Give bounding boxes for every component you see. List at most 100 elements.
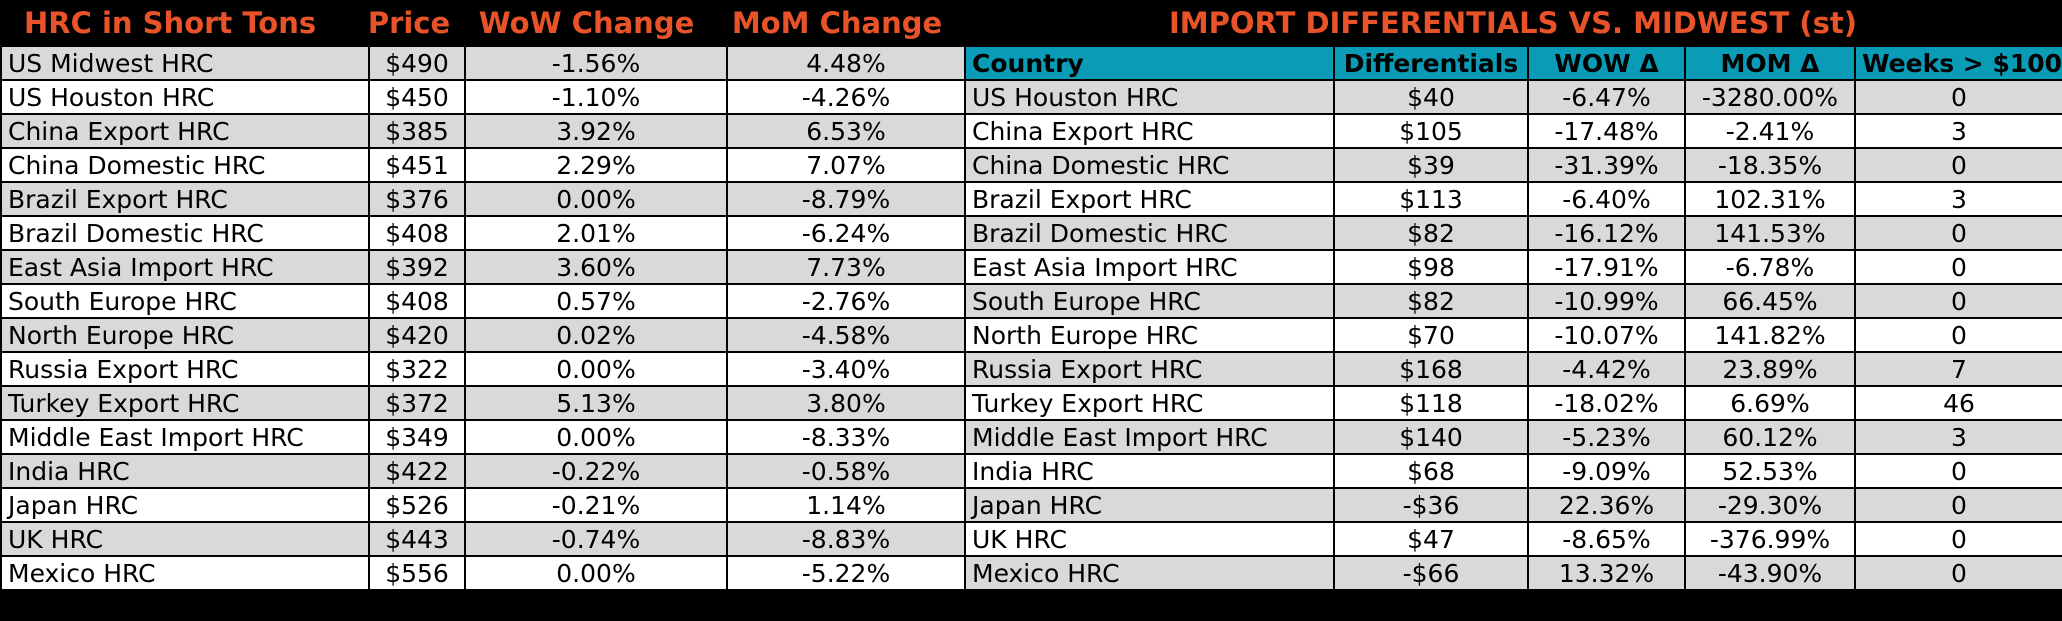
differential-cell: $39 [1333, 147, 1529, 183]
table-row: Turkey Export HRC $118 -18.02% 6.69% 46 [964, 385, 2062, 421]
header-differentials: Differentials [1333, 45, 1529, 81]
product-name-cell: Middle East Import HRC [0, 419, 370, 455]
price-cell: $422 [368, 453, 466, 489]
table-row: India HRC $68 -9.09% 52.53% 0 [964, 453, 2062, 489]
product-name-cell: North Europe HRC [0, 317, 370, 353]
mom-delta-cell: 141.82% [1684, 317, 1856, 353]
wow-delta-cell: -18.02% [1527, 385, 1686, 421]
differential-cell: $140 [1333, 419, 1529, 455]
country-cell: Middle East Import HRC [964, 419, 1335, 455]
header-hrc-short-tons: HRC in Short Tons [24, 5, 317, 40]
table-row: UK HRC $443 -0.74% -8.83% [0, 521, 966, 557]
mom-change-cell: -5.22% [726, 555, 966, 591]
product-name-cell: Turkey Export HRC [0, 385, 370, 421]
differential-cell: $47 [1333, 521, 1529, 557]
product-name-cell: China Export HRC [0, 113, 370, 149]
mom-change-cell: -8.79% [726, 181, 966, 217]
country-cell: East Asia Import HRC [964, 249, 1335, 285]
product-name-cell: US Houston HRC [0, 79, 370, 115]
wow-change-cell: -0.74% [464, 521, 728, 557]
header-mom-delta: MOM Δ [1684, 45, 1856, 81]
table-row: North Europe HRC $70 -10.07% 141.82% 0 [964, 317, 2062, 353]
header-country: Country [964, 45, 1335, 81]
table-row: Russia Export HRC $322 0.00% -3.40% [0, 351, 966, 387]
country-cell: North Europe HRC [964, 317, 1335, 353]
mom-change-cell: -4.58% [726, 317, 966, 353]
mom-change-cell: 1.14% [726, 487, 966, 523]
country-cell: China Export HRC [964, 113, 1335, 149]
mom-delta-cell: -43.90% [1684, 555, 1856, 591]
wow-delta-cell: -16.12% [1527, 215, 1686, 251]
wow-delta-cell: -5.23% [1527, 419, 1686, 455]
differential-cell: $113 [1333, 181, 1529, 217]
weeks-over-100-cell: 0 [1854, 487, 2062, 523]
price-cell: $376 [368, 181, 466, 217]
product-name-cell: South Europe HRC [0, 283, 370, 319]
weeks-over-100-cell: 0 [1854, 555, 2062, 591]
weeks-over-100-cell: 0 [1854, 521, 2062, 557]
table-row: South Europe HRC $408 0.57% -2.76% [0, 283, 966, 319]
price-cell: $443 [368, 521, 466, 557]
country-cell: Russia Export HRC [964, 351, 1335, 387]
table-row: Brazil Export HRC $113 -6.40% 102.31% 3 [964, 181, 2062, 217]
wow-delta-cell: -6.47% [1527, 79, 1686, 115]
product-name-cell: US Midwest HRC [0, 45, 370, 81]
product-name-cell: Russia Export HRC [0, 351, 370, 387]
table-row: Mexico HRC -$66 13.32% -43.90% 0 [964, 555, 2062, 591]
product-name-cell: Brazil Export HRC [0, 181, 370, 217]
wow-change-cell: 2.29% [464, 147, 728, 183]
wow-delta-cell: 22.36% [1527, 487, 1686, 523]
table-row: China Domestic HRC $451 2.29% 7.07% [0, 147, 966, 183]
wow-delta-cell: -9.09% [1527, 453, 1686, 489]
header-wow-change: WoW Change [478, 5, 695, 40]
weeks-over-100-cell: 0 [1854, 317, 2062, 353]
weeks-over-100-cell: 0 [1854, 215, 2062, 251]
price-cell: $385 [368, 113, 466, 149]
weeks-over-100-cell: 46 [1854, 385, 2062, 421]
mom-delta-cell: 141.53% [1684, 215, 1856, 251]
country-cell: India HRC [964, 453, 1335, 489]
mom-delta-cell: -3280.00% [1684, 79, 1856, 115]
table-row: Turkey Export HRC $372 5.13% 3.80% [0, 385, 966, 421]
wow-change-cell: 3.60% [464, 249, 728, 285]
product-name-cell: Mexico HRC [0, 555, 370, 591]
mom-delta-cell: -376.99% [1684, 521, 1856, 557]
table-row: Brazil Domestic HRC $408 2.01% -6.24% [0, 215, 966, 251]
weeks-over-100-cell: 0 [1854, 147, 2062, 183]
differential-cell: -$66 [1333, 555, 1529, 591]
product-name-cell: East Asia Import HRC [0, 249, 370, 285]
header-mom-change: MoM Change [731, 5, 943, 40]
differential-cell: -$36 [1333, 487, 1529, 523]
mom-change-cell: -8.33% [726, 419, 966, 455]
wow-change-cell: -0.22% [464, 453, 728, 489]
table-row: Middle East Import HRC $349 0.00% -8.33% [0, 419, 966, 455]
mom-delta-cell: -18.35% [1684, 147, 1856, 183]
import-differentials-panel: IMPORT DIFFERENTIALS VS. MIDWEST (st) Co… [964, 0, 2062, 591]
wow-change-cell: 0.57% [464, 283, 728, 319]
price-cell: $556 [368, 555, 466, 591]
table-row: Mexico HRC $556 0.00% -5.22% [0, 555, 966, 591]
country-cell: Mexico HRC [964, 555, 1335, 591]
weeks-over-100-cell: 3 [1854, 181, 2062, 217]
differential-cell: $82 [1333, 283, 1529, 319]
price-cell: $450 [368, 79, 466, 115]
wow-change-cell: -1.10% [464, 79, 728, 115]
mom-change-cell: -3.40% [726, 351, 966, 387]
wow-delta-cell: -17.91% [1527, 249, 1686, 285]
differential-cell: $40 [1333, 79, 1529, 115]
mom-delta-cell: 6.69% [1684, 385, 1856, 421]
differential-cell: $98 [1333, 249, 1529, 285]
wow-change-cell: 3.92% [464, 113, 728, 149]
wow-delta-cell: -6.40% [1527, 181, 1686, 217]
mom-change-cell: 6.53% [726, 113, 966, 149]
table-row: India HRC $422 -0.22% -0.58% [0, 453, 966, 489]
wow-delta-cell: 13.32% [1527, 555, 1686, 591]
price-cell: $408 [368, 215, 466, 251]
table-row: UK HRC $47 -8.65% -376.99% 0 [964, 521, 2062, 557]
mom-change-cell: -2.76% [726, 283, 966, 319]
mom-delta-cell: -6.78% [1684, 249, 1856, 285]
product-name-cell: Japan HRC [0, 487, 370, 523]
country-cell: UK HRC [964, 521, 1335, 557]
differential-cell: $118 [1333, 385, 1529, 421]
hrc-prices-panel: HRC in Short Tons Price WoW Change MoM C… [0, 0, 966, 591]
